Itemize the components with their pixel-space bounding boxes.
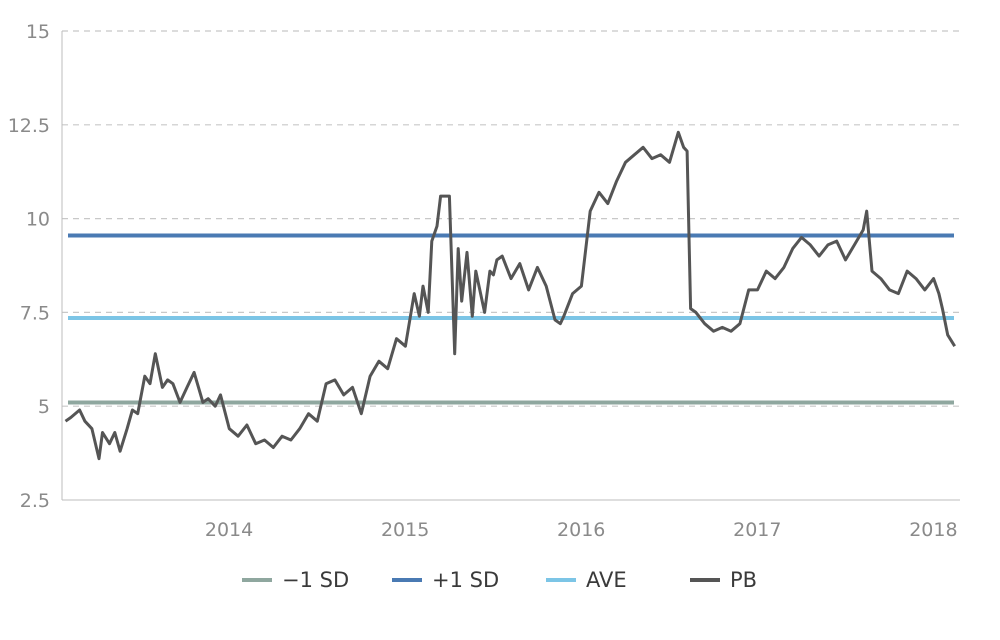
series-lines (64, 130, 956, 461)
legend-label: −1 SD (282, 568, 349, 592)
x-tick-label: 2014 (205, 519, 253, 541)
x-axis: 2014 2015 2016 2017 2018 (62, 499, 960, 541)
legend: −1 SD +1 SD AVE PB (242, 568, 757, 592)
y-tick-label: 5 (38, 396, 50, 418)
x-tick-label: 2015 (381, 519, 429, 541)
x-tick-label: 2017 (733, 519, 781, 541)
gridlines (62, 30, 960, 407)
legend-label: +1 SD (432, 568, 499, 592)
legend-label: AVE (586, 568, 627, 592)
x-tick-label: 2016 (557, 519, 605, 541)
pb-series-line (64, 130, 956, 461)
legend-label: PB (730, 568, 757, 592)
reference-lines (68, 233, 954, 405)
y-tick-label: 2.5 (20, 490, 50, 512)
y-tick-label: 15 (26, 21, 50, 43)
x-tick-label: 2018 (909, 519, 957, 541)
y-tick-label: 12.5 (8, 115, 50, 137)
y-tick-label: 7.5 (20, 302, 50, 324)
y-tick-label: 10 (26, 209, 50, 231)
y-axis: 15 12.5 10 7.5 5 2.5 (8, 21, 63, 512)
